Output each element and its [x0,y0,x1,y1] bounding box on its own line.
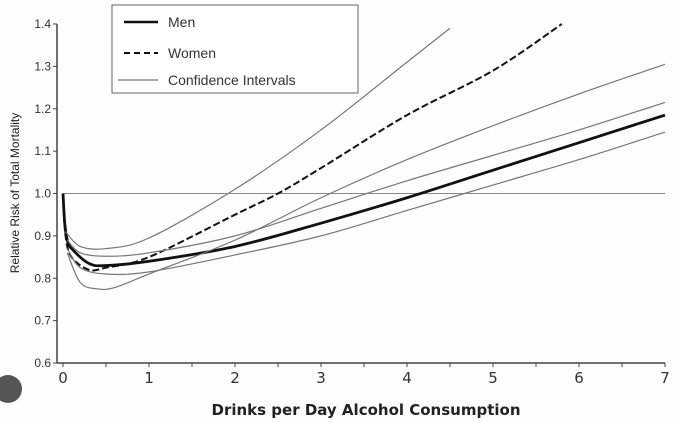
x-tick-label: 4 [402,369,412,387]
x-tick-label: 1 [144,369,154,387]
y-tick-label: 1.1 [34,144,51,158]
x-axis-label: Drinks per Day Alcohol Consumption [212,401,521,419]
series-men [61,113,666,268]
lens-icon[interactable] [0,375,22,403]
x-tick-label: 7 [660,369,670,387]
y-tick-label: 1.0 [34,187,51,201]
x-tick-label: 5 [488,369,498,387]
x-tick-label: 3 [316,369,326,387]
x-tick-label: 0 [58,369,68,387]
series-women-ci-upper [65,27,451,250]
y-tick-label: 0.6 [34,356,51,370]
x-tick-label: 2 [230,369,240,387]
axes: 0.6 0.7 0.8 0.9 1.0 1.1 1.2 1.3 1.4 0 1 2 3 4 5 6 7 [34,17,669,387]
y-tick-label: 1.4 [34,17,51,31]
legend-label-men: Men [168,14,195,30]
series-lines [61,23,666,291]
series-men-ci-lower [66,131,666,276]
y-tick-label: 0.9 [34,229,51,243]
y-tick-label: 1.3 [34,59,51,73]
legend-label-women: Women [168,45,216,61]
x-tick-label: 6 [574,369,584,387]
legend: Men Women Confidence Intervals [111,4,359,94]
legend-box [111,4,359,94]
series-women-ci-lower [66,63,666,291]
y-tick-label: 1.2 [34,102,51,116]
series-men-ci-upper [66,101,666,257]
y-tick-label: 0.7 [34,314,51,328]
y-axis-label: Relative Risk of Total Mortality [8,113,22,274]
y-tick-label: 0.8 [34,271,51,285]
legend-label-ci: Confidence Intervals [168,72,296,88]
